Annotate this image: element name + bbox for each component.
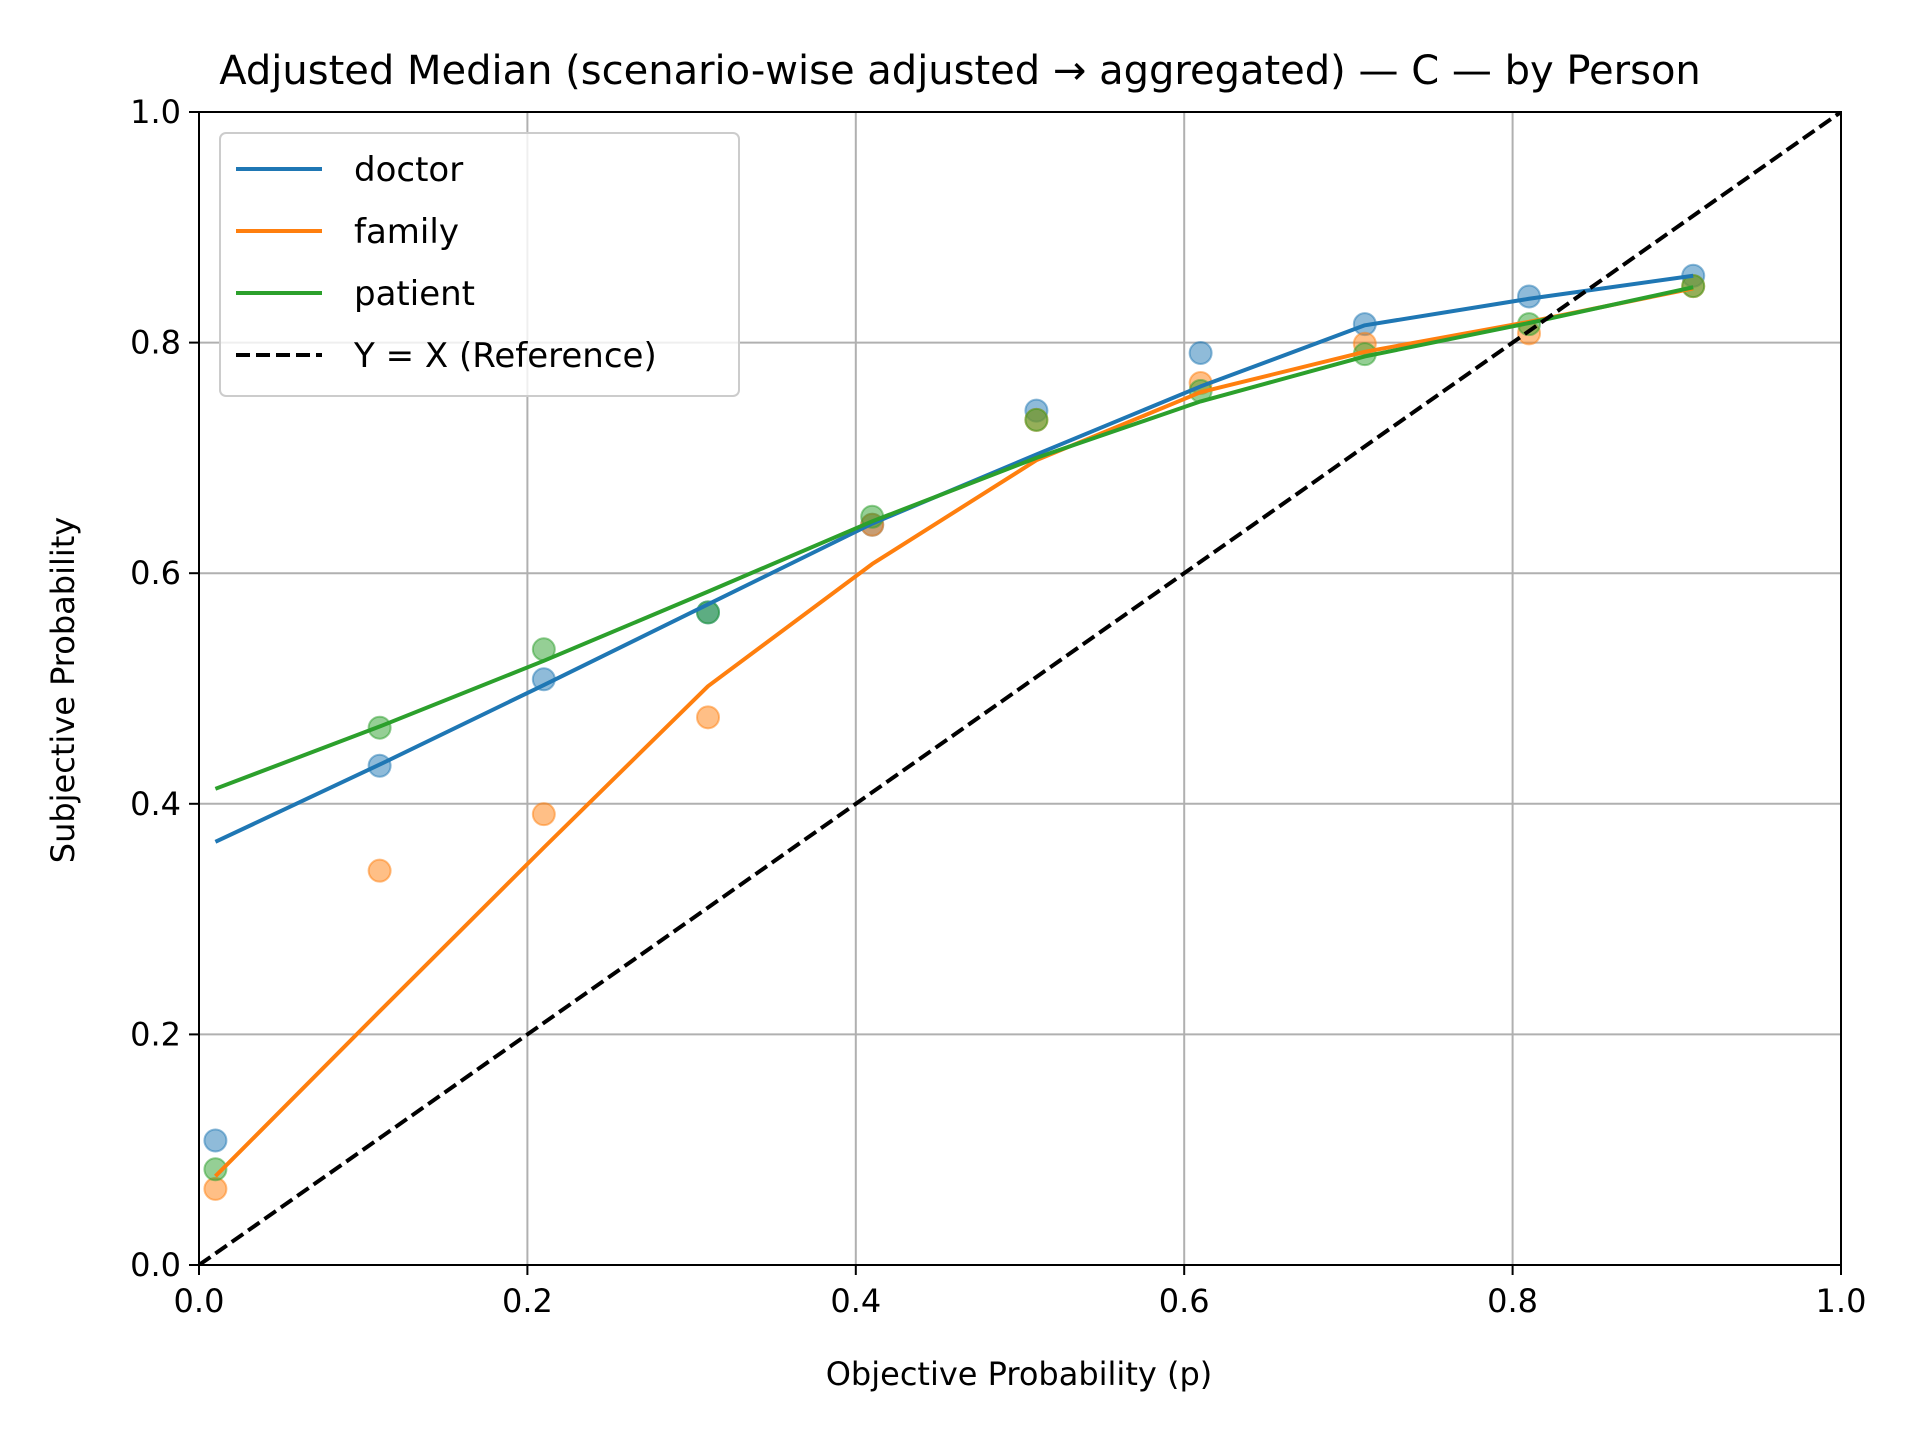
x-tick-label: 0.8 bbox=[1487, 1282, 1538, 1320]
legend-label: Y = X (Reference) bbox=[353, 336, 657, 376]
legend-label: doctor bbox=[354, 150, 463, 190]
x-axis-label: Objective Probability (p) bbox=[826, 1355, 1213, 1393]
y-tick-label: 0.2 bbox=[130, 1015, 181, 1053]
chart-title: Adjusted Median (scenario-wise adjusted … bbox=[219, 48, 1701, 94]
x-tick-label: 0.0 bbox=[174, 1282, 225, 1320]
reference-line bbox=[199, 112, 1841, 1265]
legend-label: family bbox=[354, 212, 459, 252]
legend-box bbox=[219, 132, 740, 397]
data-point-patient bbox=[1681, 274, 1706, 299]
grid-lines bbox=[198, 111, 1842, 1266]
y-tick-label: 0.6 bbox=[130, 554, 181, 592]
data-point-doctor bbox=[1188, 340, 1213, 365]
y-axis-label: Subjective Probability bbox=[44, 517, 82, 863]
data-point-family bbox=[696, 705, 721, 730]
legend-label: patient bbox=[354, 274, 475, 314]
series-line-patient bbox=[214, 285, 1694, 791]
x-tick-label: 0.2 bbox=[502, 1282, 553, 1320]
data-point-family bbox=[531, 802, 556, 827]
legend: doctor family patient Y = X (Reference) bbox=[219, 132, 740, 397]
y-tick-label: 0.8 bbox=[130, 324, 181, 362]
y-tick-label: 1.0 bbox=[130, 93, 181, 131]
data-point-doctor bbox=[203, 1128, 228, 1153]
y-tick-label: 0.4 bbox=[130, 785, 181, 823]
data-point-patient bbox=[1024, 407, 1049, 432]
x-tick-label: 1.0 bbox=[1816, 1282, 1867, 1320]
axes-frame bbox=[198, 111, 1842, 1266]
series-line-family bbox=[214, 286, 1694, 1178]
data-point-patient bbox=[203, 1157, 228, 1182]
x-tick-label: 0.6 bbox=[1159, 1282, 1210, 1320]
x-tick-label: 0.4 bbox=[830, 1282, 881, 1320]
y-tick-label: 0.0 bbox=[130, 1246, 181, 1284]
axis-ticks: 0.0 0.2 0.4 0.6 0.8 1.0 0.0 0.2 0.4 0.6 0.8 1.0 bbox=[130, 93, 1866, 1320]
plot-area bbox=[199, 112, 1841, 1265]
data-point-family bbox=[367, 858, 392, 883]
